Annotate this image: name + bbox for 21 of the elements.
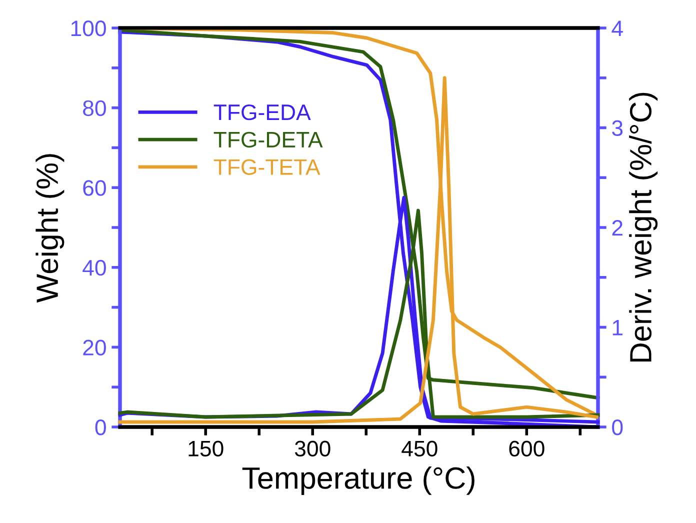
y-tick-label: 100 bbox=[71, 20, 106, 36]
x-tick-label: 150 bbox=[188, 440, 224, 457]
x-tick-label: 600 bbox=[509, 440, 544, 457]
y2-tick-label: 2 bbox=[612, 220, 622, 236]
y2-tick-label: 0 bbox=[612, 420, 623, 436]
y-axis-title: Weight (%) bbox=[36, 154, 64, 303]
x-tick-label: 300 bbox=[294, 440, 330, 457]
legend-label: TFG-DETA bbox=[214, 132, 323, 148]
legend-label: TFG-TETA bbox=[214, 159, 320, 175]
y-tick-label: 20 bbox=[83, 340, 106, 356]
x-tick-label: 450 bbox=[402, 440, 438, 457]
y2-axis-title: Deriv. weight (%/°C) bbox=[629, 92, 658, 362]
y-tick-label: 0 bbox=[95, 420, 106, 436]
legend-label: TFG-EDA bbox=[214, 104, 311, 120]
y-tick-label: 40 bbox=[82, 260, 106, 276]
y-tick-label: 80 bbox=[83, 100, 106, 116]
x-axis-title: Temperature (°C) bbox=[242, 466, 474, 495]
y-tick-label: 60 bbox=[83, 180, 106, 196]
y2-tick-label: 3 bbox=[612, 120, 623, 136]
y2-tick-label: 1 bbox=[612, 320, 622, 336]
y2-tick-label: 4 bbox=[612, 20, 623, 36]
